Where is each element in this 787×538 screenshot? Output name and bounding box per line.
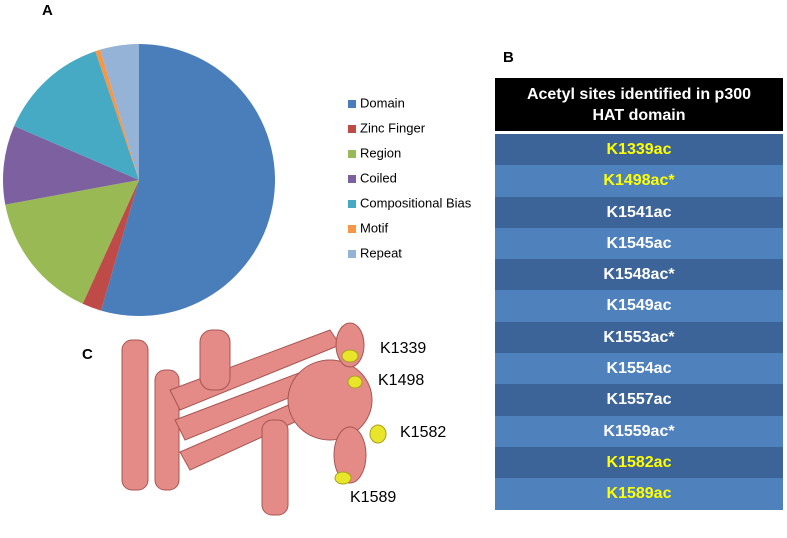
helix [287,359,373,441]
pie-slice [5,180,140,304]
site [334,471,352,485]
site [347,375,363,389]
pie-slice [82,180,139,311]
table: Acetyl sites identified in p300 HAT doma… [495,78,783,510]
table-header: Acetyl sites identified in p300 HAT doma… [495,78,783,134]
helix [261,419,289,516]
site-label: K1582 [400,424,446,441]
panel-label: C [82,346,93,363]
table-row: K1557ac [495,384,783,416]
legend-swatch [348,100,356,108]
site [341,349,359,363]
helix [154,369,180,491]
legend-swatch [348,225,356,233]
protein-structure [121,322,387,516]
table-row: K1549ac [495,290,783,322]
table-row: K1339ac [495,134,783,166]
pie-slice [95,49,139,180]
legend-label: Zinc Finger [360,120,426,135]
panel-label: A [42,2,53,19]
site-label: K1589 [350,489,396,506]
table-row: K1589ac [495,478,783,510]
legend-swatch [348,250,356,258]
table-row: K1498ac* [495,165,783,197]
site [369,424,387,444]
pie-slice [101,44,275,316]
site-label: K1498 [378,372,424,389]
table-row: K1553ac* [495,321,783,354]
helix [333,426,367,484]
panel-label: B [503,49,514,66]
site-label: K1339 [380,340,426,357]
table-row: K1548ac* [495,259,783,291]
legend-label: Compositional Bias [360,195,472,210]
helix [199,329,231,391]
pie-slice [100,44,139,180]
pie-slice [3,125,140,205]
table-row: K1554ac [495,353,783,385]
legend-swatch [348,125,356,133]
legend-label: Motif [360,220,389,235]
legend-label: Domain [360,95,405,110]
legend-label: Coiled [360,170,397,185]
table-row: K1582ac [495,446,783,479]
table-row: K1559ac* [495,415,783,447]
table-row: K1545ac [495,227,783,260]
table-row: K1541ac [495,196,783,228]
legend-label: Repeat [360,245,402,260]
legend-swatch [348,200,356,208]
helix [121,339,149,491]
legend-swatch [348,175,356,183]
legend-label: Region [360,145,401,160]
legend-swatch [348,150,356,158]
pie-slice [14,51,139,181]
